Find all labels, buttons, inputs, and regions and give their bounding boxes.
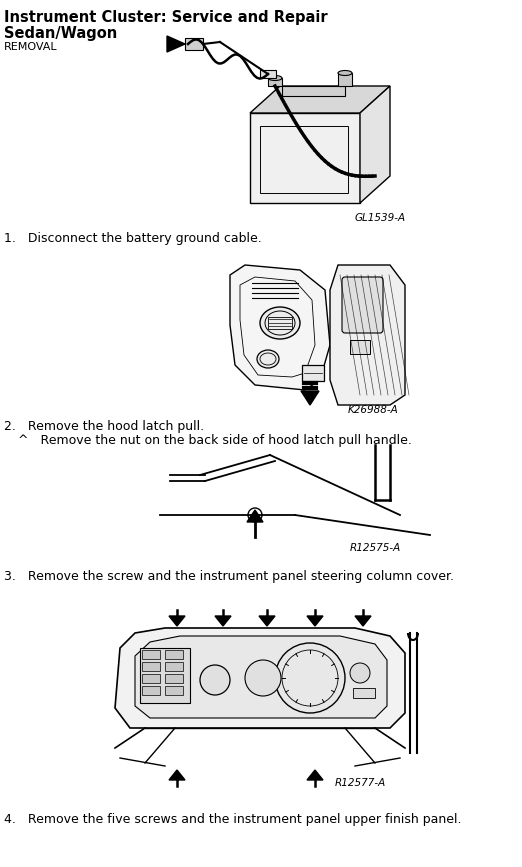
Ellipse shape — [268, 75, 282, 81]
FancyBboxPatch shape — [342, 277, 383, 333]
Text: ^   Remove the nut on the back side of hood latch pull handle.: ^ Remove the nut on the back side of hoo… — [18, 434, 412, 447]
Bar — [268, 317, 292, 329]
Polygon shape — [185, 38, 203, 50]
Text: Sedan/Wagon: Sedan/Wagon — [4, 26, 117, 41]
Polygon shape — [135, 636, 387, 718]
Ellipse shape — [257, 350, 279, 368]
Bar — [165, 650, 183, 659]
Text: 4.   Remove the five screws and the instrument panel upper finish panel.: 4. Remove the five screws and the instru… — [4, 813, 461, 826]
Text: 2.   Remove the hood latch pull.: 2. Remove the hood latch pull. — [4, 420, 204, 433]
Polygon shape — [215, 616, 231, 626]
Polygon shape — [259, 616, 275, 626]
Polygon shape — [301, 391, 319, 405]
Bar — [165, 662, 183, 671]
Circle shape — [245, 660, 281, 696]
Polygon shape — [355, 616, 371, 626]
Bar — [140, 648, 190, 703]
Polygon shape — [250, 86, 390, 113]
Polygon shape — [360, 86, 390, 203]
Polygon shape — [307, 616, 323, 626]
Text: 3.   Remove the screw and the instrument panel steering column cover.: 3. Remove the screw and the instrument p… — [4, 570, 454, 583]
Bar — [142, 686, 160, 695]
Circle shape — [200, 665, 230, 695]
Ellipse shape — [338, 70, 352, 75]
Circle shape — [350, 663, 370, 683]
Text: GL1539-A: GL1539-A — [355, 213, 406, 223]
Polygon shape — [307, 770, 323, 780]
Text: R12575-A: R12575-A — [350, 543, 401, 553]
Polygon shape — [338, 73, 352, 86]
Text: K26988-A: K26988-A — [348, 405, 399, 415]
Polygon shape — [247, 510, 263, 522]
Polygon shape — [169, 616, 185, 626]
Text: R12577-A: R12577-A — [335, 778, 386, 788]
Polygon shape — [250, 113, 360, 203]
Bar — [302, 365, 324, 381]
Polygon shape — [169, 770, 185, 780]
Polygon shape — [268, 78, 282, 86]
Polygon shape — [330, 265, 405, 405]
Polygon shape — [260, 70, 276, 78]
Polygon shape — [115, 628, 405, 728]
Text: REMOVAL: REMOVAL — [4, 42, 57, 52]
Polygon shape — [230, 265, 330, 390]
Text: 1.   Disconnect the battery ground cable.: 1. Disconnect the battery ground cable. — [4, 232, 262, 245]
Bar — [165, 674, 183, 683]
Bar — [353, 688, 375, 698]
Bar — [165, 686, 183, 695]
Bar — [142, 662, 160, 671]
Bar — [350, 340, 370, 354]
Bar — [142, 674, 160, 683]
Ellipse shape — [260, 307, 300, 339]
Bar — [142, 650, 160, 659]
Polygon shape — [282, 86, 345, 96]
Polygon shape — [167, 36, 185, 52]
Text: Instrument Cluster: Service and Repair: Instrument Cluster: Service and Repair — [4, 10, 328, 25]
Circle shape — [275, 643, 345, 713]
